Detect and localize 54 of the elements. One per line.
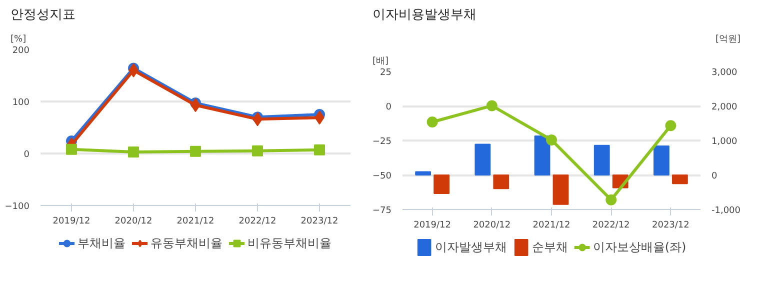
point (426, 116, 438, 128)
point (486, 100, 498, 112)
x-tick-label: 2023/12 (300, 216, 338, 226)
bar (474, 144, 491, 176)
legend-label: 이자발생부채 (434, 238, 507, 256)
x-tick-label: 2020/12 (473, 220, 511, 230)
point (606, 194, 617, 206)
y-tick-label: 100 (12, 98, 30, 108)
point (314, 144, 325, 156)
y2-tick-label: 1,000 (712, 137, 738, 147)
y2-tick-label: -1,000 (712, 206, 741, 216)
bar (415, 171, 432, 176)
chart-title: 안정성지표 (10, 8, 76, 22)
y-tick-label: 200 (12, 46, 30, 56)
y-tick-label: −75 (372, 206, 392, 216)
point (66, 144, 77, 155)
bar (493, 174, 510, 190)
legend-label: 유동부채비율 (150, 234, 222, 252)
x-tick-label: 2019/12 (414, 220, 451, 230)
x-tick-label: 2019/12 (52, 216, 90, 226)
y2-tick-label: 3,000 (712, 68, 738, 78)
y-tick-label: −25 (372, 137, 392, 147)
y-tick-label: 0 (24, 150, 30, 160)
y-axis-title: [배] (372, 56, 389, 66)
x-tick-label: 2023/12 (652, 220, 690, 230)
x-tick-label: 2021/12 (176, 216, 214, 226)
bar (534, 136, 550, 176)
y-tick-label: −50 (372, 172, 392, 182)
bar (672, 174, 688, 184)
y-tick-label: 25 (380, 68, 392, 78)
x-tick-label: 2022/12 (238, 216, 276, 226)
bar (594, 144, 610, 176)
point (665, 120, 676, 132)
legend-label: 이자보상배율(좌) (592, 238, 686, 256)
legend-label: 부채비율 (78, 234, 126, 252)
x-tick-label: 2020/12 (114, 216, 152, 226)
y2-tick-label: 0 (712, 172, 718, 182)
legend-label: 비유동부채비율 (248, 234, 332, 252)
bar (654, 146, 670, 176)
point (190, 146, 201, 157)
y2-tick-label: 2,000 (712, 102, 738, 112)
x-tick-label: 2022/12 (592, 220, 630, 230)
point (128, 146, 139, 158)
bar (434, 174, 450, 194)
bar (552, 174, 569, 205)
chart-title: 이자비용발생부채 (372, 8, 476, 22)
x-tick-label: 2021/12 (532, 220, 570, 230)
point (546, 134, 557, 146)
y-tick-label: 0 (386, 102, 392, 112)
y2-axis-title: [억원] (715, 34, 741, 44)
legend-label: 순부채 (532, 238, 568, 256)
y-axis-title: [%] (10, 34, 26, 44)
y-tick-label: −100 (4, 202, 30, 212)
point (252, 145, 263, 156)
